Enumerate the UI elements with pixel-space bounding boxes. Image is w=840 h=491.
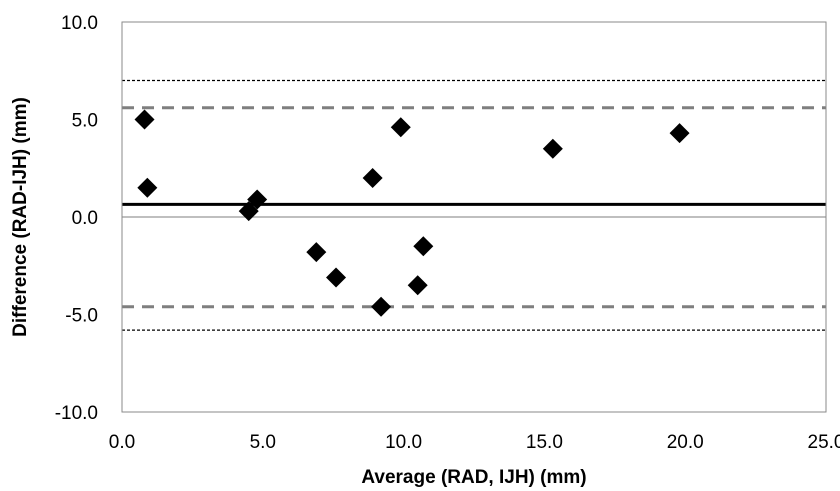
data-point-13 [669, 123, 690, 144]
data-point-10 [407, 275, 428, 296]
data-point-8 [371, 296, 392, 317]
data-points [134, 109, 690, 317]
x-tick-label: 5.0 [250, 432, 276, 453]
reference-lines [122, 79, 826, 331]
y-tick-label: -5.0 [65, 306, 98, 327]
x-tick-label: 0.0 [109, 432, 135, 453]
data-point-1 [134, 109, 155, 130]
x-axis-title: Average (RAD, IJH) (mm) [361, 467, 586, 488]
plot-area-frame [121, 21, 827, 413]
x-tick-label: 25.0 [808, 432, 840, 453]
x-tick-label: 20.0 [667, 432, 704, 453]
data-point-11 [413, 236, 434, 257]
data-point-2 [137, 177, 158, 198]
x-axis-ticks: 0.0 5.0 10.0 15.0 20.0 25.0 [109, 432, 840, 453]
data-point-6 [326, 267, 347, 288]
x-tick-label: 15.0 [526, 432, 563, 453]
y-tick-label: 10.0 [61, 13, 98, 34]
data-point-3 [238, 201, 259, 222]
y-axis-ticks: 10.0 5.0 0.0 -5.0 -10.0 [55, 13, 98, 424]
y-tick-label: 0.0 [72, 208, 98, 229]
y-tick-label: -10.0 [55, 403, 98, 424]
data-point-7 [362, 168, 383, 188]
x-tick-label: 10.0 [385, 432, 422, 453]
data-point-5 [306, 242, 327, 263]
data-point-4 [247, 189, 268, 210]
data-point-12 [542, 138, 563, 159]
data-point-9 [390, 117, 411, 138]
y-axis-title: Difference (RAD-IJH) (mm) [10, 97, 31, 337]
y-tick-label: 5.0 [72, 111, 98, 132]
